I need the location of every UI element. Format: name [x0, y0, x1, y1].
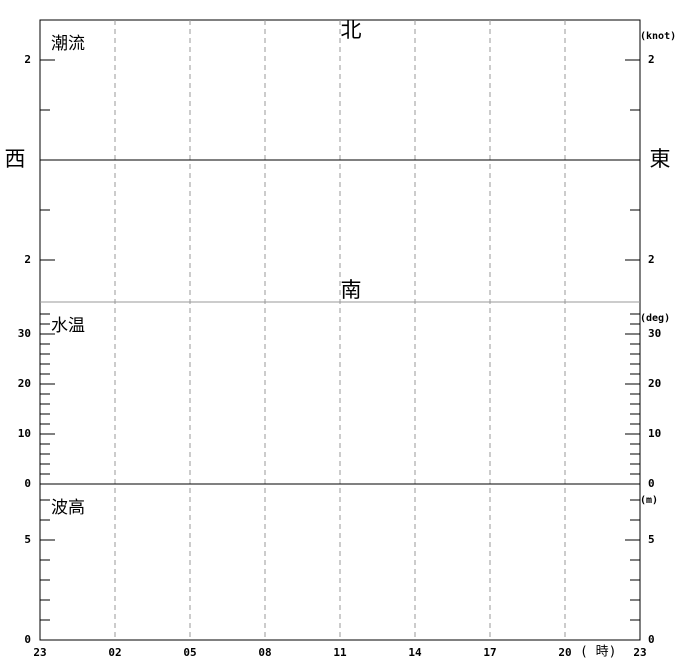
- y-tick-label: 2: [24, 53, 31, 66]
- unit-label: (deg): [640, 313, 670, 324]
- y2-tick-label: 0: [648, 633, 655, 646]
- y-tick-label: 5: [24, 533, 31, 546]
- y2-tick-label: 5: [648, 533, 655, 546]
- x-tick-label: 08: [258, 646, 271, 659]
- y2-tick-label: 0: [648, 477, 655, 490]
- y2-tick-label: 2: [648, 53, 655, 66]
- y-tick-label: 30: [18, 327, 31, 340]
- panel-title: 波高: [51, 498, 85, 518]
- compass-south: 南: [341, 278, 362, 302]
- y-tick-label: 0: [24, 477, 31, 490]
- unit-label: (m): [640, 495, 658, 506]
- x-axis-unit: ( 時): [580, 645, 616, 660]
- panel-title: 潮流: [51, 34, 85, 54]
- x-tick-label: 02: [108, 646, 121, 659]
- compass-east: 東: [650, 147, 671, 171]
- panel-title: 水温: [51, 316, 85, 336]
- y-tick-label: 20: [18, 377, 31, 390]
- x-tick-label: 20: [558, 646, 571, 659]
- x-tick-label: 23: [633, 646, 646, 659]
- x-tick-label: 17: [483, 646, 496, 659]
- y-tick-label: 0: [24, 633, 31, 646]
- compass-north: 北: [341, 18, 362, 42]
- y2-tick-label: 20: [648, 377, 661, 390]
- y2-tick-label: 10: [648, 427, 661, 440]
- compass-west: 西: [5, 147, 26, 171]
- x-tick-label: 14: [408, 646, 422, 659]
- x-tick-label: 11: [333, 646, 347, 659]
- x-tick-label: 23: [33, 646, 46, 659]
- unit-label: (knot): [640, 31, 676, 42]
- y-tick-label: 10: [18, 427, 31, 440]
- y2-tick-label: 2: [648, 253, 655, 266]
- y2-tick-label: 30: [648, 327, 661, 340]
- x-tick-label: 05: [183, 646, 196, 659]
- y-tick-label: 2: [24, 253, 31, 266]
